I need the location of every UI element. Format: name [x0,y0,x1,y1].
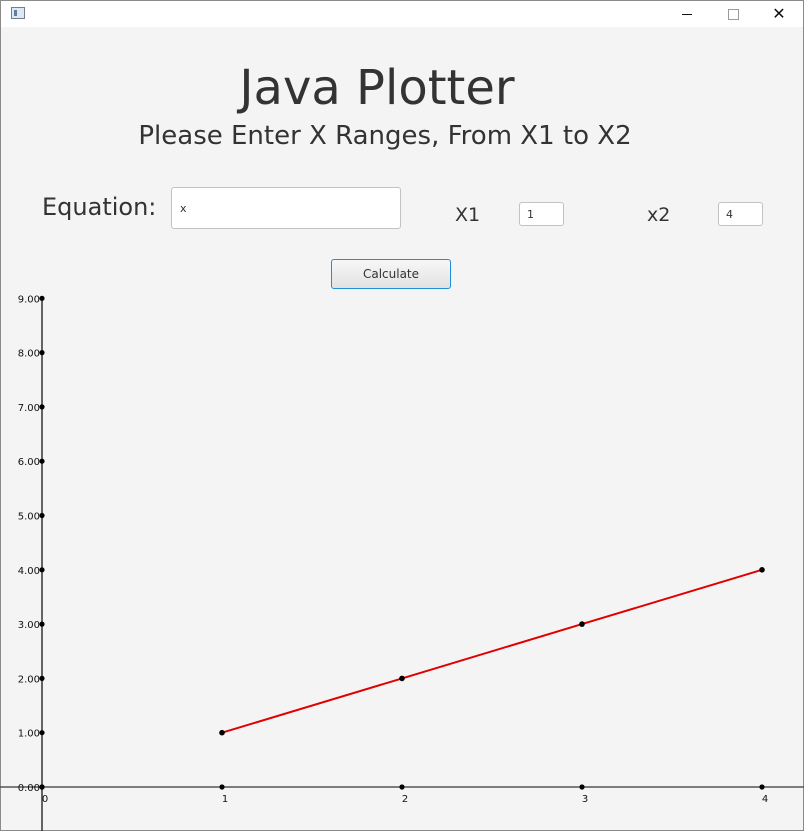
x1-label: X1 [455,204,481,226]
data-point [399,675,405,682]
page-title: Java Plotter [239,60,515,116]
close-button[interactable]: ✕ [756,1,802,27]
data-point [219,729,225,736]
page-subtitle: Please Enter X Ranges, From X1 to X2 [138,121,632,151]
y-tick-dot [39,295,45,301]
y-tick-label: 1.00 [18,729,40,740]
y-tick-dot [39,730,45,736]
x-tick-dot [579,784,585,790]
x-tick-label: 3 [582,794,588,805]
x-tick-dot [399,784,405,790]
equation-label: Equation: [42,193,157,221]
data-point [759,567,765,573]
y-tick-label: 0.00 [18,783,40,794]
y-tick-label: 8.00 [18,349,40,360]
x-tick-label: 4 [762,794,768,805]
y-tick-label: 2.00 [18,674,40,685]
x-tick-label: 2 [402,794,408,805]
x-tick-dot [39,784,45,790]
x-tick-label: 1 [222,794,228,805]
maximize-button[interactable] [710,1,756,27]
x-tick-dot [219,784,225,790]
y-tick-label: 4.00 [18,566,40,577]
y-tick-dot [39,404,45,410]
y-tick-dot [39,621,45,627]
y-tick-dot [39,350,45,356]
plot-chart: 0.00 1.00 2.00 3.00 4.00 5.00 6.00 7.00 8.00 9.00… [0,294,804,831]
y-tick-label: 7.00 [18,403,40,414]
y-tick-dot [39,458,45,464]
x2-label: x2 [647,204,671,226]
calculate-button[interactable]: Calculate [331,259,451,289]
equation-input[interactable]: x [171,187,401,229]
data-point [579,621,585,627]
minimize-icon [682,13,692,15]
x-tick-label: 0 [42,794,48,805]
y-tick-dot [39,512,45,519]
y-tick-dot [39,567,45,573]
y-tick-label: 3.00 [18,620,40,631]
app-icon [11,7,25,19]
y-tick-label: 6.00 [18,457,40,468]
close-icon: ✕ [772,4,786,23]
x2-input[interactable]: 4 [718,202,763,226]
y-tick-label: 9.00 [18,294,40,305]
title-bar[interactable]: ✕ [1,1,803,27]
series-line [221,568,763,734]
x-tick-dot [759,784,765,790]
maximize-icon [727,8,739,20]
minimize-button[interactable] [664,1,710,27]
y-tick-dot [39,675,45,681]
y-tick-label: 5.00 [18,512,40,523]
x1-input[interactable]: 1 [519,202,564,226]
